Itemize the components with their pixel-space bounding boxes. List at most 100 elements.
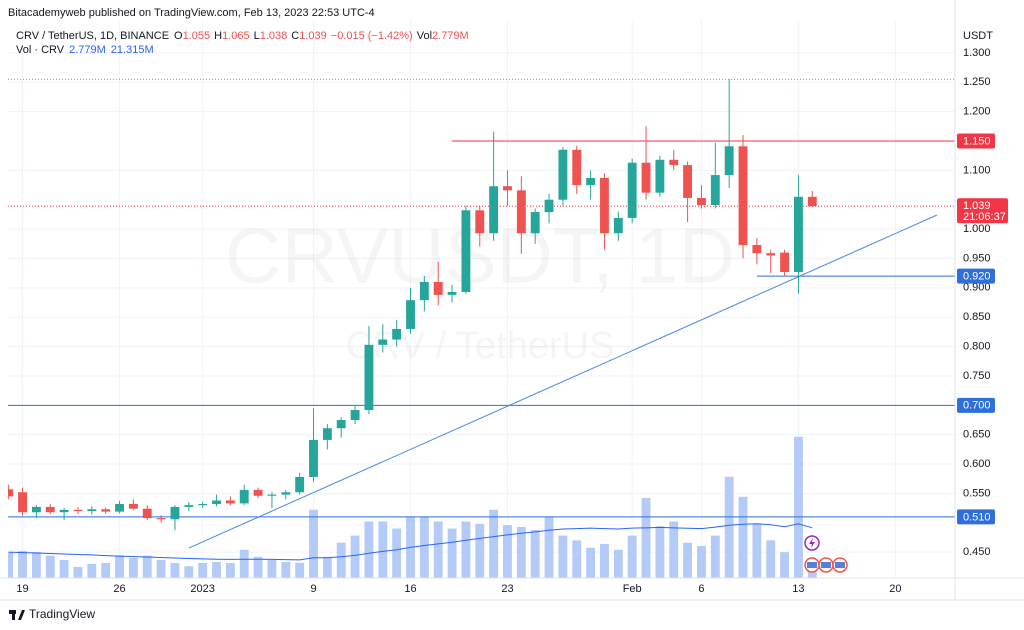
candle-body — [378, 339, 388, 345]
y-tick-label: 1.250 — [963, 76, 991, 88]
flag — [821, 562, 831, 568]
candle-body — [31, 506, 41, 513]
candle-body — [572, 149, 582, 186]
last-price-label: 1.039 — [963, 200, 991, 212]
volume-bar — [433, 521, 443, 578]
candle-body — [239, 489, 249, 504]
footer-logo — [9, 610, 25, 620]
volume-bar — [724, 476, 734, 578]
candle-body — [419, 281, 429, 301]
price-line-label-box — [957, 268, 995, 284]
ohlc-value: 1.039 — [299, 30, 327, 42]
y-tick-label: 0.550 — [963, 487, 991, 499]
candle-body — [794, 196, 803, 272]
x-tick-label: 19 — [16, 583, 28, 595]
candle-body — [309, 439, 318, 477]
candle-body — [142, 508, 152, 519]
candle-body — [392, 328, 402, 340]
price-line-label: 0.700 — [963, 400, 991, 412]
volume-ma-line — [8, 523, 813, 561]
volume-bar — [807, 571, 817, 578]
volume-bar — [225, 562, 235, 578]
x-tick-label: 23 — [501, 583, 513, 595]
price-line-label-box — [957, 397, 995, 413]
candle-body — [433, 281, 443, 295]
candle-body — [59, 509, 69, 513]
axes: 1.300 1.250 1.200 1.100 1.000 0.950 0.900 0.850… — [16, 47, 1008, 595]
candle-body — [156, 518, 166, 520]
volume-bar — [212, 561, 221, 578]
volume-bar — [73, 566, 83, 578]
candle-body — [613, 217, 623, 234]
ohlc-value: 1.038 — [260, 30, 288, 42]
price-line-label: 0.920 — [963, 270, 991, 282]
volume-bar — [489, 509, 499, 578]
candle-body — [600, 178, 609, 234]
volume-bar — [364, 521, 374, 578]
candle-body — [8, 489, 14, 497]
x-tick-label: 26 — [113, 583, 125, 595]
volume-bar — [378, 521, 388, 578]
y-tick-label: 0.850 — [963, 311, 991, 323]
candle-body — [738, 146, 748, 245]
volume-bar — [655, 526, 665, 578]
x-tick-label: 16 — [404, 583, 416, 595]
candle-body — [724, 146, 734, 176]
flag — [835, 562, 845, 568]
candle-body — [780, 252, 790, 272]
candle-body — [253, 489, 263, 496]
candle-body — [669, 159, 679, 166]
y-tick-label: 0.600 — [963, 458, 991, 470]
candle-body — [267, 494, 277, 496]
x-tick-label: 13 — [792, 583, 804, 595]
candle-body — [766, 253, 776, 256]
volume-bar — [780, 552, 790, 578]
y-tick-label: 1.000 — [963, 223, 991, 235]
ohlc-label: C — [291, 30, 299, 42]
candle-body — [73, 509, 83, 512]
volume-bar — [101, 562, 111, 578]
volume-bar — [710, 535, 720, 578]
volume-bar — [669, 521, 679, 578]
candle-body — [710, 175, 720, 206]
ohlc-label: L — [254, 30, 260, 42]
candle-body — [489, 186, 499, 234]
y-tick-label: 0.650 — [963, 429, 991, 441]
candle-body — [18, 492, 27, 513]
volume-bar — [128, 557, 138, 578]
candle-body — [295, 476, 305, 493]
candle-body — [184, 505, 194, 507]
volume-bar — [87, 563, 97, 578]
candle-body — [683, 165, 693, 198]
candle-body — [697, 197, 706, 206]
logo-part — [12, 610, 15, 620]
last-price-box — [957, 198, 1008, 224]
volume-indicator-ma: 21.315M — [111, 44, 154, 56]
volume-bar — [239, 549, 249, 578]
candle-body — [87, 509, 97, 512]
candle-body — [212, 500, 221, 504]
candle-body — [503, 186, 512, 191]
candle-body — [406, 300, 415, 329]
footer-brand: TradingView — [29, 607, 95, 621]
candle-body — [198, 503, 208, 506]
volume-bar — [295, 562, 305, 578]
volume-pane — [8, 436, 817, 578]
volume-bar — [572, 540, 582, 578]
volume-bar — [503, 525, 512, 578]
volume-bar — [530, 529, 540, 578]
candle-body — [461, 210, 471, 292]
volume-bar — [738, 496, 748, 578]
economic-events[interactable] — [804, 557, 848, 573]
flag — [807, 562, 817, 568]
volume-bar — [475, 523, 485, 578]
volume-bar — [336, 542, 346, 578]
volume-bar — [558, 535, 568, 578]
candle-body — [544, 199, 554, 213]
volume-indicator-value: 2.779M — [69, 44, 106, 56]
price-line-label: 0.510 — [963, 511, 991, 523]
volume-bar — [586, 547, 596, 578]
change-value: −0.015 (−1.42%) — [331, 30, 413, 42]
ohlc-label: O — [174, 30, 183, 42]
